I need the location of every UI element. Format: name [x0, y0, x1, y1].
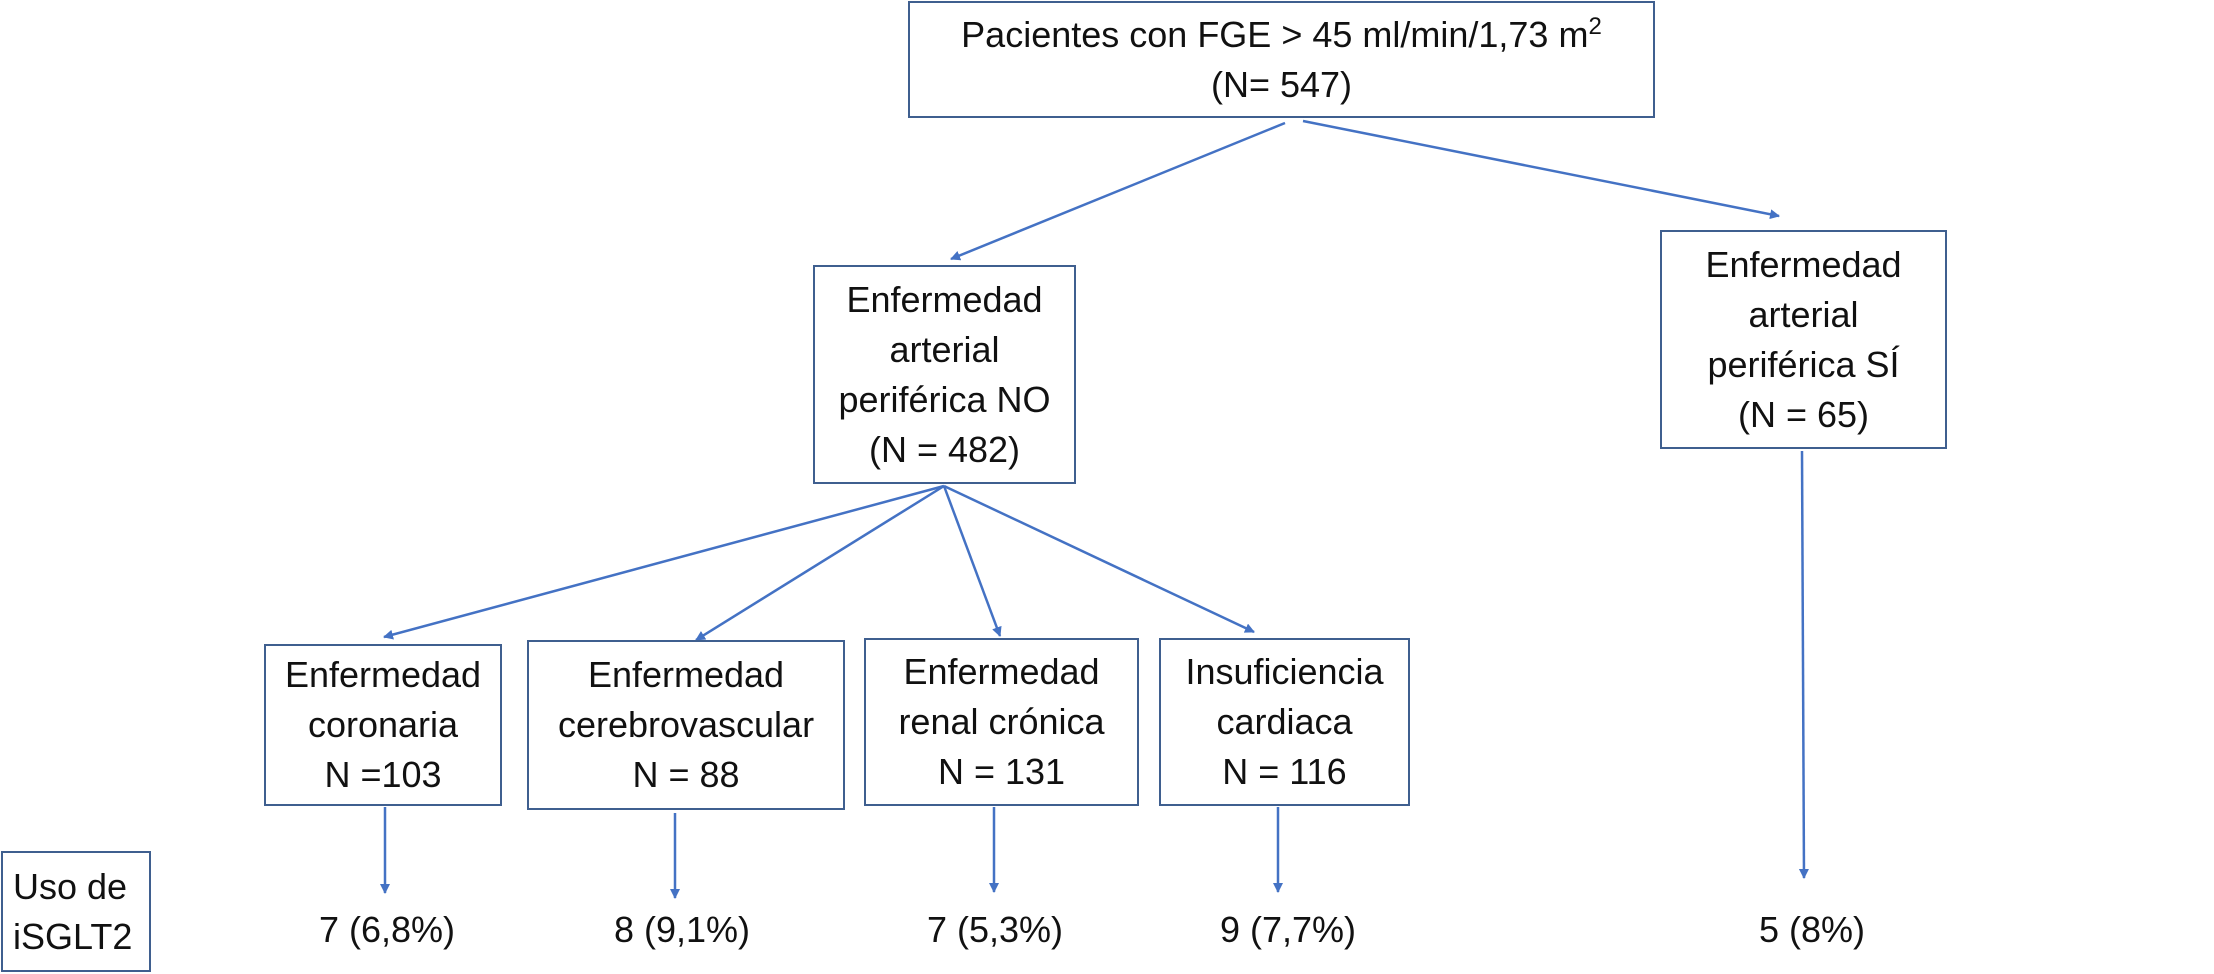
subgroup-line: cerebrovascular	[557, 704, 815, 745]
subgroup-line: Enfermedad	[903, 651, 1100, 692]
subgroup-box-cardiaca: Insuficiencia cardiaca N = 116	[1159, 638, 1410, 806]
subgroup-line: cardiaca	[1216, 701, 1353, 742]
pad-no-line: arterial	[889, 328, 1000, 370]
root-line2: (N= 547)	[1210, 63, 1353, 105]
isglt2-result-cardiaca: 9 (7,7%)	[1219, 909, 1357, 950]
row-label-line: Uso de	[13, 865, 128, 907]
arrow-pad-no-to-cerebrovascular	[695, 484, 945, 642]
root-line1: Pacientes con FGE > 45 ml/min/1,73 m	[961, 13, 1589, 55]
arrow-pad-no-to-cardiaca	[943, 484, 1255, 634]
subgroup-line: Enfermedad	[284, 654, 482, 695]
arrow-pad-si-to-result	[1798, 450, 1809, 879]
arrow-pad-no-to-renal	[942, 485, 1002, 637]
subgroup-line: N = 131	[937, 751, 1066, 792]
subgroup-line: N =103	[324, 754, 442, 795]
root-box: Pacientes con FGE > 45 ml/min/1,73 m2 (N…	[908, 1, 1655, 118]
arrow-pad-no-to-coronaria	[383, 484, 945, 640]
pad-no-line: (N = 482)	[868, 428, 1021, 470]
isglt2-row-label: Uso de iSGLT2	[1, 851, 151, 972]
isglt2-result-cerebrovascular: 8 (9,1%)	[613, 909, 751, 950]
arrow-root-to-pad-no	[950, 121, 1286, 261]
subgroup-line: N = 88	[632, 754, 740, 795]
pad-si-line: arterial	[1748, 293, 1859, 335]
subgroup-line: renal crónica	[898, 701, 1105, 742]
subgroup-line: N = 116	[1222, 751, 1347, 792]
subgroup-line: Insuficiencia	[1185, 651, 1384, 692]
pad-no-line: Enfermedad	[846, 278, 1043, 320]
row-label-line: iSGLT2	[13, 915, 133, 957]
isglt2-result-renal: 7 (5,3%)	[926, 909, 1064, 950]
isglt2-result-pad-si: 5 (8%)	[1758, 909, 1866, 950]
pad-si-line: periférica SÍ	[1707, 343, 1900, 385]
pad-no-box: Enfermedad arterial periférica NO (N = 4…	[813, 265, 1076, 484]
arrow-root-to-pad-si	[1302, 119, 1780, 220]
isglt2-result-coronaria: 7 (6,8%)	[318, 909, 456, 950]
pad-si-line: Enfermedad	[1705, 243, 1902, 285]
root-superscript: 2	[1588, 12, 1602, 40]
pad-si-box: Enfermedad arterial periférica SÍ (N = 6…	[1660, 230, 1947, 449]
pad-no-line: periférica NO	[838, 378, 1051, 420]
pad-si-line: (N = 65)	[1737, 393, 1870, 435]
subgroup-box-renal: Enfermedad renal crónica N = 131	[864, 638, 1139, 806]
subgroup-line: coronaria	[307, 704, 459, 745]
subgroup-line: Enfermedad	[587, 654, 785, 695]
subgroup-box-coronaria: Enfermedad coronaria N =103	[264, 644, 502, 806]
subgroup-box-cerebrovascular: Enfermedad cerebrovascular N = 88	[527, 640, 845, 810]
